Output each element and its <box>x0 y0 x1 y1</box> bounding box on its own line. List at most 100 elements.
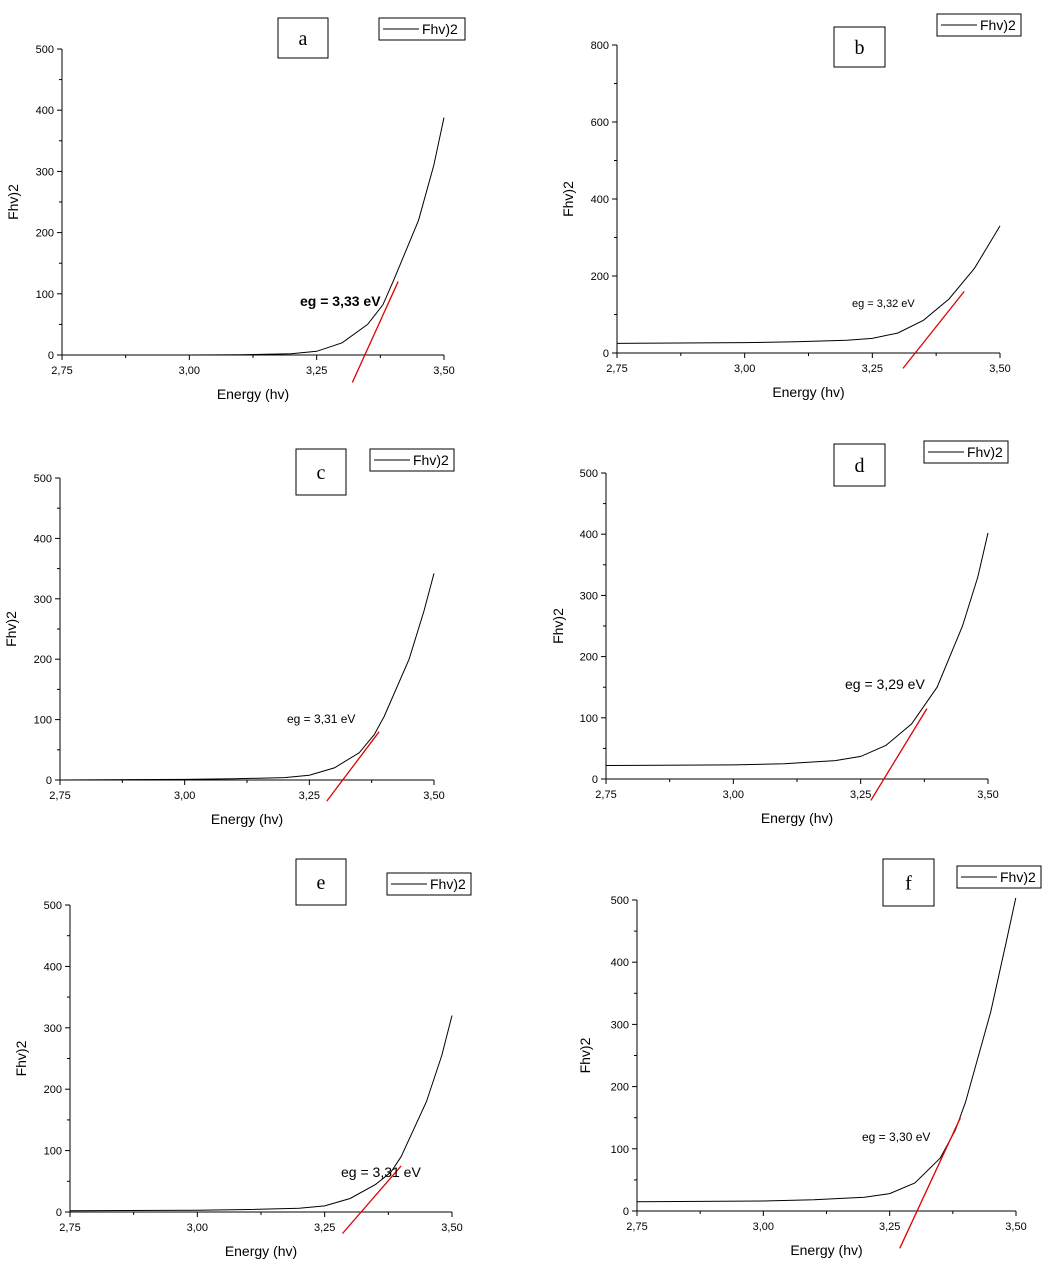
panel-label-box <box>277 17 329 59</box>
y-tick-label: 200 <box>44 1084 62 1096</box>
bandgap-annotation: eg = 3,33 eV <box>300 293 381 309</box>
legend-label: Fhv)2 <box>967 444 1003 460</box>
panel-label-box <box>882 858 935 907</box>
x-tick-label: 3,25 <box>862 363 883 375</box>
series-line <box>617 225 1001 344</box>
y-tick-label: 0 <box>48 350 54 362</box>
y-tick-label: 100 <box>44 1146 62 1158</box>
y-tick-label: 200 <box>591 271 609 283</box>
x-tick-label: 3,50 <box>423 790 444 802</box>
y-tick-label: 200 <box>34 654 52 666</box>
x-tick-label: 2,75 <box>59 1222 80 1234</box>
bandgap-annotation: eg = 3,30 eV <box>862 1130 930 1144</box>
legend-box <box>936 13 1022 37</box>
panel-label: a <box>299 28 308 50</box>
panel-label-box <box>295 448 347 496</box>
fit-line <box>342 1165 402 1234</box>
y-tick-label: 200 <box>611 1082 629 1094</box>
y-tick-label: 500 <box>44 900 62 912</box>
chart-panel-b: 2,75 3,00 3,25 3,50 0 200 400 600 800 Energy (hv)… <box>560 13 1022 400</box>
y-tick-label: 300 <box>34 594 52 606</box>
panel-label: f <box>905 873 912 895</box>
bandgap-annotation: eg = 3,29 eV <box>845 676 925 692</box>
y-tick-label: 300 <box>580 590 598 602</box>
y-tick-label: 0 <box>603 348 609 360</box>
x-tick-label: 3,25 <box>850 789 871 801</box>
chart-panel-d: 2,75 3,00 3,25 3,50 0 100 200 300 400 500 Energy (… <box>550 440 1009 826</box>
y-tick-label: 500 <box>34 473 52 485</box>
y-tick-label: 400 <box>34 533 52 545</box>
x-axis-title: Energy (hv) <box>217 386 289 402</box>
y-tick-label: 100 <box>580 713 598 725</box>
x-tick-label: 2,75 <box>626 1221 647 1233</box>
fit-line <box>902 290 965 369</box>
y-tick-label: 0 <box>592 774 598 786</box>
x-tick-label: 3,50 <box>1005 1221 1026 1233</box>
chart-panel-a: 2,75 3,00 3,25 3,50 0 100 200 300 400 500 Energy (… <box>5 17 466 402</box>
x-tick-label: 3,50 <box>433 365 454 377</box>
bandgap-annotation: eg = 3,32 eV <box>852 298 915 310</box>
legend-box <box>386 872 472 896</box>
y-tick-label: 0 <box>46 775 52 787</box>
x-tick-label: 3,25 <box>879 1221 900 1233</box>
y-tick-label: 0 <box>623 1206 629 1218</box>
y-tick-label: 200 <box>580 652 598 664</box>
y-axis-title: Fhv)2 <box>3 611 19 647</box>
x-tick-label: 3,50 <box>441 1222 462 1234</box>
y-tick-label: 100 <box>611 1144 629 1156</box>
x-axis-title: Energy (hv) <box>225 1243 297 1259</box>
bandgap-annotation: eg = 3,31 eV <box>341 1164 421 1180</box>
fit-line <box>870 708 928 801</box>
y-tick-label: 600 <box>591 117 609 129</box>
x-tick-label: 3,25 <box>314 1222 335 1234</box>
x-tick-label: 3,00 <box>179 365 200 377</box>
x-tick-label: 3,00 <box>187 1222 208 1234</box>
x-tick-label: 3,25 <box>306 365 327 377</box>
series-line <box>60 573 435 780</box>
series-line <box>70 1015 453 1212</box>
y-axis-title: Fhv)2 <box>5 184 21 220</box>
x-tick-label: 2,75 <box>606 363 627 375</box>
chart-panel-e: 2,75 3,00 3,25 3,50 0 100 200 300 400 500 Energy (… <box>13 858 472 1259</box>
legend-box <box>369 448 455 472</box>
legend-label: Fhv)2 <box>430 876 466 892</box>
y-tick-label: 800 <box>591 40 609 52</box>
y-tick-label: 500 <box>36 44 54 56</box>
y-tick-label: 100 <box>34 715 52 727</box>
legend-box <box>923 440 1009 464</box>
y-tick-label: 400 <box>611 957 629 969</box>
x-tick-label: 3,50 <box>977 789 998 801</box>
panel-label: c <box>317 462 326 484</box>
x-axis-title: Energy (hv) <box>761 810 833 826</box>
y-tick-label: 100 <box>36 289 54 301</box>
legend-label: Fhv)2 <box>422 21 458 37</box>
panel-label: d <box>855 455 865 477</box>
fit-line <box>326 731 380 802</box>
y-tick-label: 400 <box>36 105 54 117</box>
series-line <box>62 117 445 355</box>
y-tick-label: 500 <box>580 468 598 480</box>
x-axis-title: Energy (hv) <box>790 1242 862 1258</box>
x-tick-label: 3,00 <box>734 363 755 375</box>
panel-label-box <box>833 443 886 487</box>
legend-box <box>956 865 1042 889</box>
x-tick-label: 3,25 <box>299 790 320 802</box>
chart-panel-f: 2,75 3,00 3,25 3,50 0 100 200 300 400 500 Energy (… <box>577 858 1042 1258</box>
y-tick-label: 0 <box>56 1207 62 1219</box>
panel-label: e <box>317 872 326 894</box>
y-tick-label: 400 <box>44 961 62 973</box>
y-axis-title: Fhv)2 <box>577 1037 593 1073</box>
chart-panel-c: 2,75 3,00 3,25 3,50 0 100 200 300 400 500 Energy (… <box>3 448 455 827</box>
series-line <box>637 898 1017 1203</box>
series-line <box>606 532 989 766</box>
y-tick-label: 200 <box>36 228 54 240</box>
x-tick-label: 3,00 <box>723 789 744 801</box>
legend-label: Fhv)2 <box>980 17 1016 33</box>
x-tick-label: 2,75 <box>51 365 72 377</box>
legend-label: Fhv)2 <box>413 452 449 468</box>
y-tick-label: 400 <box>591 194 609 206</box>
panel-label: b <box>855 37 865 59</box>
fit-line <box>351 281 399 383</box>
panel-label-box <box>295 858 347 906</box>
